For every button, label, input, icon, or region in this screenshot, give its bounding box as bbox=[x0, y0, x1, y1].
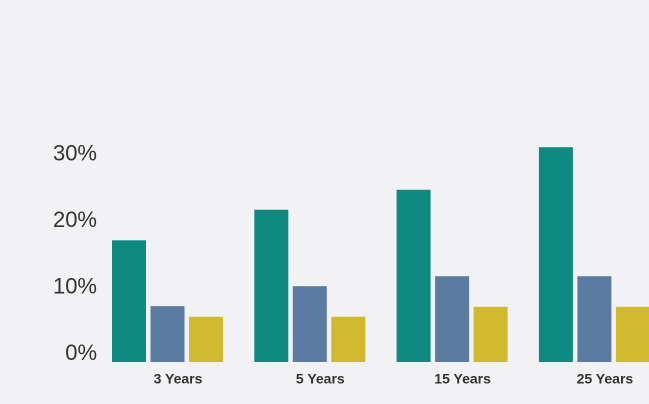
x-tick-label: 25 Years bbox=[577, 371, 634, 387]
y-tick-label: 30% bbox=[53, 140, 97, 165]
y-tick-label: 20% bbox=[53, 207, 97, 232]
bar bbox=[396, 189, 431, 362]
bar bbox=[112, 240, 146, 362]
bar bbox=[189, 316, 223, 362]
y-tick-label: 0% bbox=[65, 340, 97, 365]
y-tick-label: 10% bbox=[53, 273, 97, 298]
bar bbox=[473, 306, 508, 362]
x-tick-label: 15 Years bbox=[434, 371, 491, 387]
bar bbox=[292, 286, 327, 362]
bar bbox=[615, 306, 649, 362]
bar bbox=[331, 316, 366, 362]
bar bbox=[150, 306, 185, 362]
bar bbox=[254, 209, 289, 362]
bar bbox=[538, 147, 573, 362]
bar bbox=[577, 276, 612, 362]
x-tick-label: 5 Years bbox=[296, 371, 345, 387]
bar bbox=[435, 276, 470, 362]
x-tick-label: 3 Years bbox=[154, 371, 203, 387]
